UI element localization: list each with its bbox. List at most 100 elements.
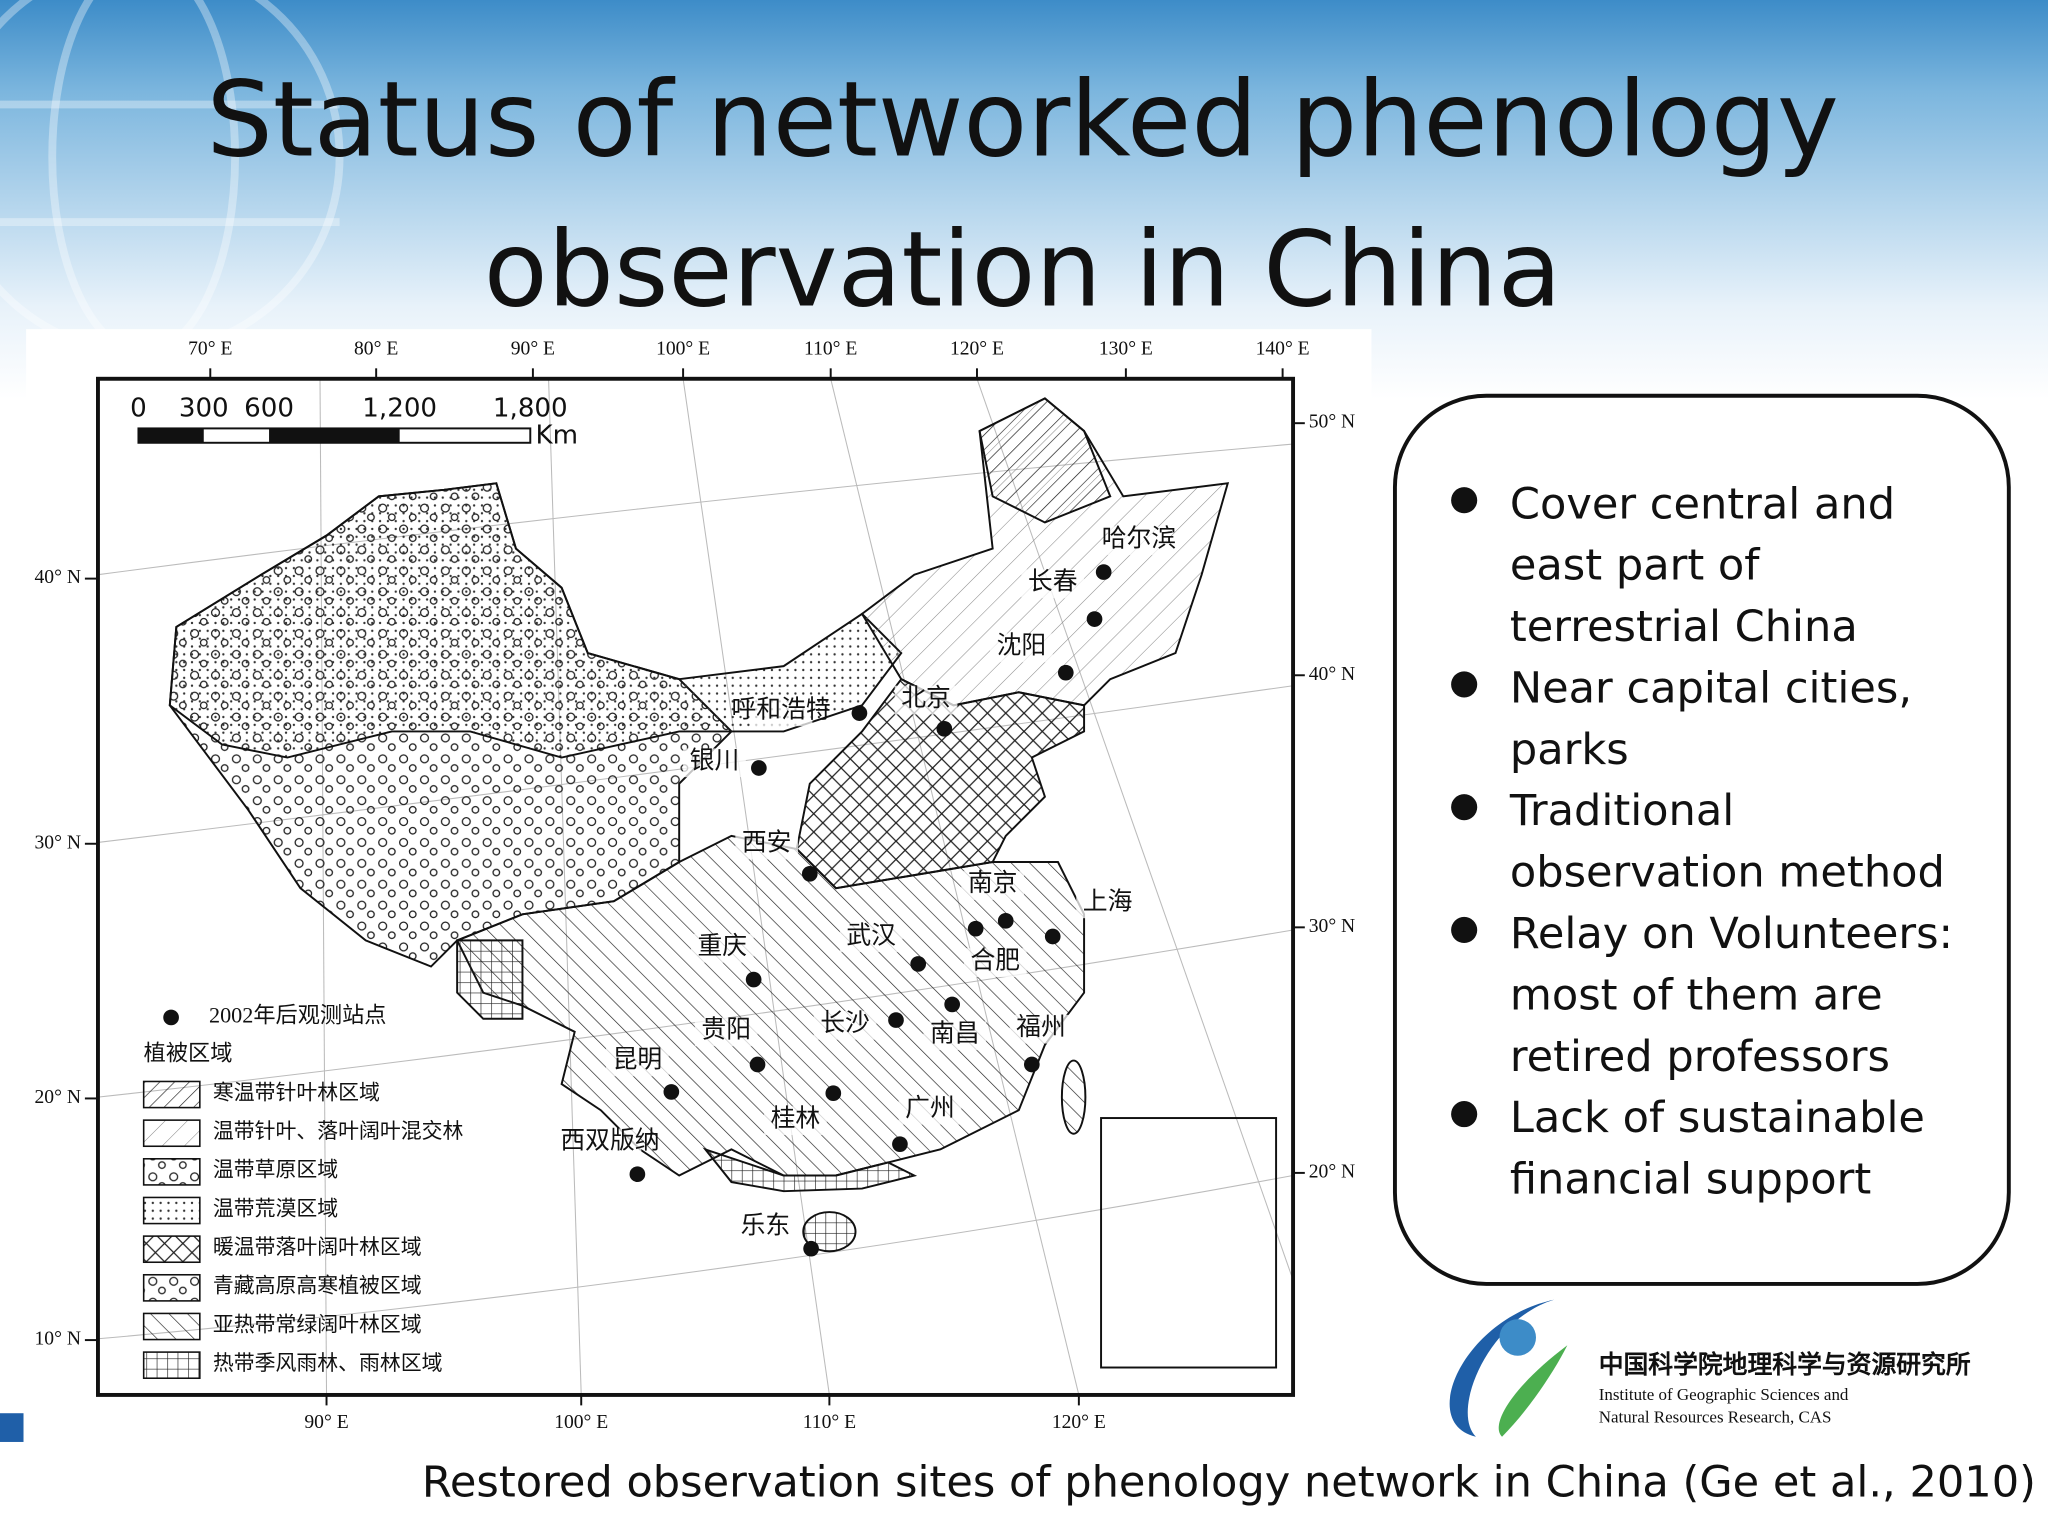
accent-bar [0, 1413, 24, 1442]
longitude-label: 80° E [354, 339, 398, 360]
bullet-marker [1451, 671, 1478, 698]
bullet-marker [1451, 1101, 1478, 1128]
city-label: 西双版纳 [560, 1127, 659, 1155]
legend-site-label: 2002年后观测站点 [209, 1003, 386, 1028]
slide-title: observation in China [484, 209, 1562, 331]
logo-english: Institute of Geographic Sciences and [1599, 1385, 1849, 1404]
legend-swatch [142, 1235, 201, 1264]
legend-swatch [142, 1312, 201, 1341]
legend-swatch [142, 1196, 201, 1225]
longitude-label: 120° E [950, 339, 1004, 360]
bullet-text: retired professors [1510, 1032, 1890, 1082]
bullet-marker [1451, 487, 1478, 514]
city-dot [663, 1084, 680, 1100]
city-dot [1044, 928, 1061, 945]
bullet-text: Traditional [1509, 786, 1734, 836]
logo-english: Natural Resources Research, CAS [1599, 1407, 1832, 1426]
bullet-text: Lack of sustainable [1510, 1093, 1925, 1143]
city-dot [1095, 564, 1112, 580]
city-label-bg [749, 697, 813, 727]
city-label: 西安 [742, 829, 792, 857]
city-label-bg [894, 685, 958, 715]
scale-label: 1,800 [493, 393, 568, 423]
bullet-text: terrestrial China [1510, 602, 1858, 652]
city-label: 桂林 [771, 1104, 821, 1132]
latitude-label: 20° N [1309, 1161, 1355, 1182]
legend-item: 亚热带常绿阔叶林区域 [213, 1312, 422, 1336]
city-dot [801, 865, 818, 882]
city-dot [936, 720, 953, 737]
slide-title: Status of networked phenology [207, 58, 1839, 180]
city-label: 银川 [690, 746, 740, 774]
legend-dot [163, 1009, 179, 1026]
inset-frame [1100, 1117, 1278, 1369]
city-label-bg [898, 1095, 962, 1125]
latitude-label: 40° N [1309, 664, 1355, 685]
logo-chinese: 中国科学院地理科学与资源研究所 [1599, 1350, 1971, 1379]
city-dot [851, 705, 868, 721]
scale-label: 1,200 [362, 393, 437, 423]
city-label-bg [694, 1017, 758, 1047]
city-label-bg [578, 1128, 642, 1158]
city-dot [944, 996, 960, 1013]
city-label-bg [990, 633, 1053, 663]
logo-swoosh [1449, 1299, 1555, 1437]
city-label-bg [1076, 889, 1139, 919]
city-label: 昆明 [613, 1047, 663, 1074]
scale-bar [137, 427, 532, 444]
city-dot [892, 1136, 908, 1152]
bullet-text: financial support [1510, 1155, 1871, 1205]
map-frame [96, 376, 1296, 1397]
longitude-label: 100° E [554, 1412, 608, 1433]
city-label-bg [764, 1106, 827, 1136]
legend-swatch [142, 1351, 201, 1380]
latitude-label: 30° N [35, 832, 81, 853]
city-dot [751, 760, 767, 776]
legend-item: 热带季风雨林、雨林区域 [213, 1351, 443, 1375]
city-label-bg [690, 933, 754, 963]
longitude-label: 90° E [304, 1412, 348, 1433]
latitude-label: 50° N [1309, 412, 1355, 433]
legend-swatch [142, 1273, 201, 1302]
longitude-label: 140° E [1256, 339, 1310, 360]
city-label-bg [683, 748, 746, 778]
city-dot [749, 1056, 766, 1073]
city-label: 长沙 [820, 1009, 870, 1037]
legend-swatch [142, 1080, 201, 1109]
city-label: 北京 [901, 684, 951, 712]
longitude-label: 90° E [511, 339, 555, 360]
bullet-marker [1451, 794, 1478, 821]
latitude-label: 20° N [35, 1087, 81, 1108]
logo-globe [1499, 1319, 1536, 1356]
city-dot [745, 971, 762, 988]
caption: Restored observation sites of phenology … [422, 1458, 2036, 1508]
bullet-text: most of them are [1510, 970, 1883, 1020]
city-dot [910, 956, 927, 972]
scale-label: 600 [244, 393, 294, 423]
china-map [168, 397, 1230, 1253]
city-label: 呼和浩特 [731, 696, 830, 724]
city-label: 福州 [1016, 1013, 1066, 1041]
city-label-bg [839, 923, 903, 953]
city-label: 重庆 [697, 932, 747, 960]
bullet-text: observation method [1510, 848, 1945, 898]
city-label: 南京 [968, 869, 1018, 897]
city-dot [629, 1166, 646, 1183]
bullet-marker [1451, 916, 1478, 944]
city-dot [825, 1085, 842, 1102]
longitude-label: 70° E [188, 339, 232, 360]
scale-label: 0 [130, 393, 147, 423]
city-dot [967, 920, 984, 937]
longitude-label: 110° E [804, 339, 857, 360]
legend-item: 暖温带落叶阔叶林区域 [213, 1235, 422, 1259]
legend-item: 温带荒漠区域 [213, 1196, 338, 1220]
logo-swoosh [1498, 1345, 1568, 1437]
scale-label: 300 [179, 393, 229, 423]
city-dot [888, 1012, 904, 1028]
legend-item: 青藏高原高寒植被区域 [213, 1274, 422, 1298]
city-label-bg [735, 830, 799, 860]
legend-item: 温带草原区域 [213, 1158, 338, 1182]
bullet-text: Cover central and [1510, 479, 1895, 529]
